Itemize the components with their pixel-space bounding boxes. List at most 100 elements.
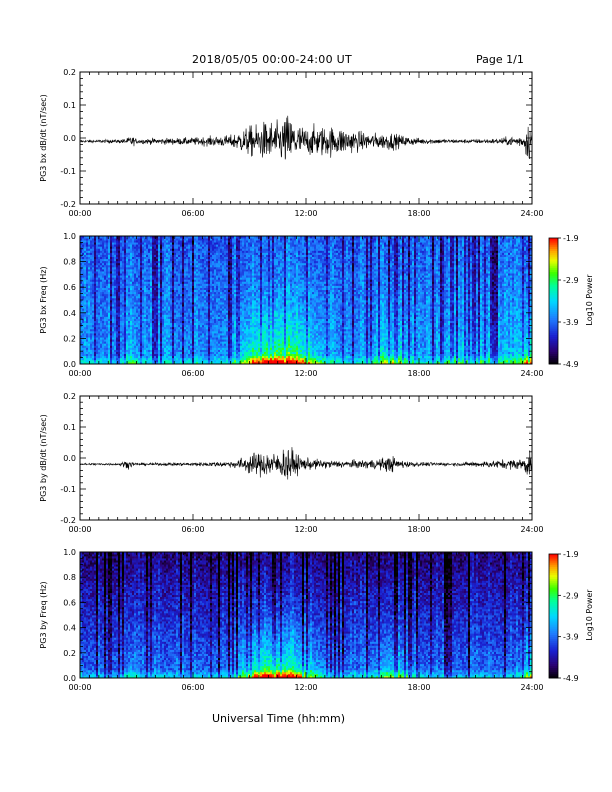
heatmap-cell bbox=[226, 262, 229, 266]
heatmap-cell bbox=[186, 297, 189, 301]
heatmap-cell bbox=[206, 258, 209, 262]
heatmap-cell bbox=[130, 266, 133, 270]
heatmap-cell bbox=[124, 244, 127, 247]
heatmap-cell bbox=[88, 314, 91, 317]
heatmap-cell bbox=[232, 248, 235, 251]
heatmap-cell bbox=[134, 326, 137, 330]
heatmap-cell bbox=[184, 269, 187, 272]
heatmap-cell bbox=[148, 310, 151, 313]
heatmap-cell bbox=[150, 306, 153, 309]
heatmap-cell bbox=[204, 295, 207, 299]
heatmap-cell bbox=[164, 281, 167, 284]
heatmap-cell bbox=[222, 351, 225, 355]
heatmap-cell bbox=[138, 271, 141, 274]
heatmap-cell bbox=[92, 357, 95, 361]
heatmap-cell bbox=[222, 359, 225, 363]
heatmap-cell bbox=[234, 262, 237, 266]
heatmap-cell bbox=[106, 269, 109, 272]
heatmap-cell bbox=[232, 266, 235, 270]
heatmap-cell bbox=[220, 254, 223, 257]
heatmap-cell bbox=[164, 258, 167, 262]
heatmap-cell bbox=[152, 279, 155, 282]
heatmap-cell bbox=[80, 271, 83, 274]
heatmap-cell bbox=[224, 302, 227, 305]
heatmap-cell bbox=[228, 285, 231, 288]
heatmap-cell bbox=[174, 244, 177, 247]
heatmap-cell bbox=[98, 244, 101, 247]
heatmap-cell bbox=[152, 339, 155, 342]
heatmap-cell bbox=[208, 333, 211, 336]
heatmap-cell bbox=[218, 316, 221, 319]
heatmap-cell bbox=[222, 318, 225, 321]
heatmap-cell bbox=[204, 353, 207, 357]
heatmap-cell bbox=[124, 291, 127, 295]
heatmap-cell bbox=[82, 273, 85, 276]
heatmap-cell bbox=[166, 322, 169, 326]
heatmap-cell bbox=[160, 345, 163, 348]
heatmap-cell bbox=[208, 330, 211, 334]
heatmap-cell bbox=[222, 242, 225, 245]
heatmap-cell bbox=[140, 240, 143, 243]
heatmap-cell bbox=[220, 256, 223, 260]
heatmap-cell bbox=[96, 322, 99, 326]
heatmap-cell bbox=[110, 361, 113, 365]
heatmap-cell bbox=[128, 324, 131, 328]
heatmap-cell bbox=[110, 343, 113, 346]
heatmap-cell bbox=[178, 339, 181, 342]
heatmap-cell bbox=[158, 240, 161, 243]
heatmap-cell bbox=[206, 277, 209, 280]
heatmap-cell bbox=[90, 275, 93, 278]
heatmap-cell bbox=[232, 322, 235, 326]
heatmap-cell bbox=[102, 306, 105, 309]
heatmap-cell bbox=[154, 250, 157, 253]
heatmap-cell bbox=[98, 273, 101, 276]
heatmap-cell bbox=[178, 277, 181, 280]
heatmap-cell bbox=[190, 266, 193, 270]
heatmap-cell bbox=[158, 273, 161, 276]
heatmap-cell bbox=[94, 318, 97, 321]
heatmap-cell bbox=[84, 297, 87, 301]
heatmap-cell bbox=[128, 248, 131, 251]
heatmap-cell bbox=[174, 260, 177, 264]
x-tick-label: 12:00 bbox=[294, 209, 317, 218]
heatmap-cell bbox=[86, 238, 89, 241]
heatmap-cell bbox=[84, 273, 87, 276]
heatmap-cell bbox=[202, 264, 205, 268]
heatmap-cell bbox=[184, 236, 187, 239]
heatmap-cell bbox=[212, 335, 215, 338]
heatmap-cell bbox=[184, 304, 187, 307]
heatmap-cell bbox=[184, 273, 187, 276]
heatmap-cell bbox=[88, 244, 91, 247]
heatmap-cell bbox=[166, 353, 169, 357]
heatmap-cell bbox=[210, 341, 213, 344]
heatmap-cell bbox=[154, 345, 157, 348]
heatmap-cell bbox=[136, 308, 139, 311]
heatmap-cell bbox=[186, 262, 189, 266]
heatmap-cell bbox=[160, 295, 163, 299]
heatmap-cell bbox=[200, 293, 203, 297]
heatmap-cell bbox=[116, 355, 119, 359]
heatmap-cell bbox=[144, 300, 147, 303]
heatmap-cell bbox=[206, 326, 209, 330]
heatmap-cell bbox=[144, 271, 147, 274]
heatmap-cell bbox=[204, 345, 207, 348]
heatmap-cell bbox=[184, 266, 187, 270]
heatmap-cell bbox=[192, 312, 195, 315]
heatmap-cell bbox=[174, 355, 177, 359]
heatmap-cell bbox=[146, 341, 149, 344]
heatmap-cell bbox=[166, 333, 169, 336]
heatmap-cell bbox=[174, 359, 177, 363]
heatmap-cell bbox=[110, 330, 113, 334]
heatmap-cell bbox=[172, 330, 175, 334]
heatmap-cell bbox=[90, 266, 93, 270]
heatmap-cell bbox=[116, 244, 119, 247]
heatmap-cell bbox=[190, 345, 193, 348]
heatmap-cell bbox=[194, 314, 197, 317]
heatmap-cell bbox=[194, 238, 197, 241]
heatmap-cell bbox=[208, 353, 211, 357]
heatmap-cell bbox=[126, 333, 129, 336]
heatmap-cell bbox=[196, 252, 199, 255]
heatmap-cell bbox=[200, 359, 203, 363]
heatmap-cell bbox=[170, 246, 173, 249]
heatmap-cell bbox=[102, 351, 105, 355]
